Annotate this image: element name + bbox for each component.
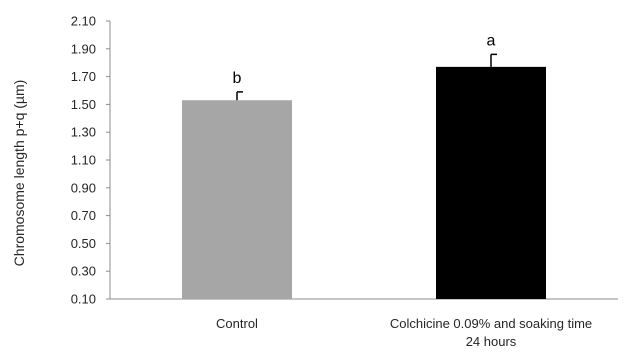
y-tick-label: 0.90 [71,180,96,195]
y-tick-label: 0.30 [71,264,96,279]
significance-label: b [233,70,242,87]
y-tick-label: 2.10 [71,14,96,29]
x-category-label: Control [216,316,258,331]
category-labels: Control Colchicine 0.09% and soaking time… [216,316,592,349]
significance-label: a [487,32,496,49]
y-tick-label: 1.30 [71,125,96,140]
y-tick-label: 0.50 [71,236,96,251]
y-tick-label: 1.50 [71,97,96,112]
x-category-label: Colchicine 0.09% and soaking time [390,316,592,331]
y-tick-label: 0.10 [71,292,96,307]
x-category-label: 24 hours [466,334,517,349]
bar [182,100,292,299]
y-tick-label: 0.70 [71,208,96,223]
y-axis-title: Chromosome length p+q (µm) [11,80,27,267]
bar [436,66,546,300]
y-tick-label: 1.70 [71,69,96,84]
bars-group: ba [182,32,546,300]
y-axis-ticks: 0.10 0.30 0.50 0.70 0.90 1.10 1.30 1.50 1.70 1.90… [71,14,110,307]
y-tick-label: 1.90 [71,41,96,56]
y-tick-label: 1.10 [71,153,96,168]
